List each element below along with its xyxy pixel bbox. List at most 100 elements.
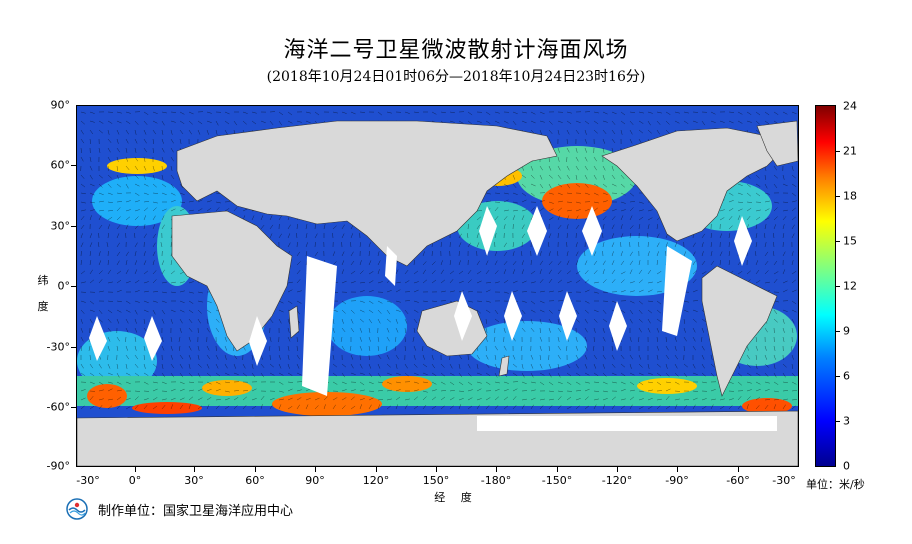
colorbar-tick-label: 0 — [843, 459, 850, 473]
swath-gap — [582, 206, 602, 256]
wind-vector — [224, 111, 230, 115]
wind-vector — [746, 389, 752, 392]
lat-tick-mark — [71, 226, 76, 227]
wind-vector — [746, 345, 749, 351]
wind-vector — [296, 223, 298, 230]
wind-vector — [287, 111, 293, 116]
wind-vector — [575, 372, 581, 376]
wind-vector — [197, 372, 201, 378]
wind-vector — [386, 111, 392, 114]
wind-vector — [521, 209, 527, 212]
wind-vector — [107, 372, 113, 376]
wind-vector — [656, 233, 660, 239]
wind-vector — [197, 318, 201, 324]
wind-vector — [107, 269, 112, 275]
wind-vector — [422, 396, 427, 401]
wind-vector — [152, 120, 158, 124]
wind-vector — [746, 372, 752, 376]
wind-vector — [116, 216, 121, 221]
wind-vector — [134, 260, 138, 266]
wind-vector — [512, 280, 518, 284]
wind-vector — [458, 250, 460, 257]
wind-vector — [638, 300, 643, 305]
wind-vector — [692, 345, 696, 351]
wind-vector — [332, 318, 335, 324]
wind-vector — [368, 250, 370, 257]
wind-vector — [602, 269, 605, 275]
wind-vector — [440, 111, 446, 114]
wind-vector — [503, 269, 507, 275]
wind-vector — [593, 381, 600, 383]
wind-vector — [395, 336, 397, 342]
wind-vector — [611, 216, 616, 221]
wind-vector — [773, 399, 779, 401]
wind-vector — [269, 336, 272, 342]
wind-vector — [449, 120, 455, 123]
wind-vector — [377, 345, 380, 351]
wind-vector — [665, 242, 668, 248]
wind-vector — [413, 372, 419, 376]
swath-gap — [249, 316, 267, 366]
wind-vector — [791, 289, 797, 293]
wind-vector — [710, 242, 712, 248]
wind-vector — [440, 372, 446, 377]
colorbar-tick-label: 12 — [843, 279, 857, 293]
wind-vector — [341, 397, 347, 401]
wind-vector — [341, 233, 345, 239]
wind-vector — [89, 233, 93, 239]
wind-vector — [116, 372, 120, 378]
wind-vector — [737, 192, 743, 195]
wind-vector — [620, 388, 626, 392]
producer-credit: 制作单位：国家卫星海洋应用中心 — [66, 496, 293, 522]
wind-vector — [503, 261, 508, 266]
wind-vector — [548, 251, 551, 257]
wind-vector — [260, 215, 264, 221]
wind-vector — [755, 396, 761, 401]
wind-vector — [413, 363, 418, 368]
wind-vector — [539, 207, 544, 212]
wind-vector — [656, 111, 662, 114]
wind-vector — [125, 174, 129, 180]
wind-vector — [503, 242, 507, 248]
wind-vector — [152, 309, 156, 315]
wind-vector — [116, 405, 121, 410]
wind-vector — [710, 260, 715, 266]
wind-vector — [350, 405, 356, 410]
wind-vector — [332, 232, 334, 239]
wind-vector — [476, 300, 483, 302]
wind-vector — [593, 183, 599, 187]
wind-vector — [458, 390, 465, 392]
wind-vector — [440, 405, 445, 410]
wind-vector — [764, 372, 769, 377]
wind-vector — [638, 279, 643, 284]
wind-vector — [791, 390, 798, 392]
wind-vector — [125, 232, 127, 239]
wind-vector — [746, 201, 753, 203]
wind-vector — [143, 318, 146, 324]
wind-vector — [755, 192, 761, 197]
wind-vector — [719, 120, 725, 123]
wind-vector — [116, 120, 122, 124]
wind-vector — [143, 398, 149, 401]
wind-vector — [557, 224, 562, 230]
wind-vector — [701, 372, 706, 377]
wind-vector — [791, 354, 794, 360]
wind-vector — [107, 309, 113, 314]
wind-vector — [539, 165, 543, 171]
wind-vector — [278, 354, 281, 360]
wind-vector — [152, 388, 158, 392]
wind-vector — [602, 279, 607, 284]
wind-vector — [503, 224, 506, 230]
wind-vector — [116, 165, 118, 172]
wind-vector — [287, 224, 291, 230]
wind-vector — [98, 209, 104, 212]
wind-vector — [782, 309, 788, 312]
wind-vector — [449, 290, 455, 293]
wind-vector — [575, 242, 578, 248]
wind-vector — [260, 404, 263, 410]
wind-vector — [98, 260, 102, 266]
wind-vector — [647, 281, 653, 284]
wind-vector — [629, 251, 633, 257]
wind-vector — [620, 260, 625, 266]
wind-vector — [440, 363, 445, 368]
